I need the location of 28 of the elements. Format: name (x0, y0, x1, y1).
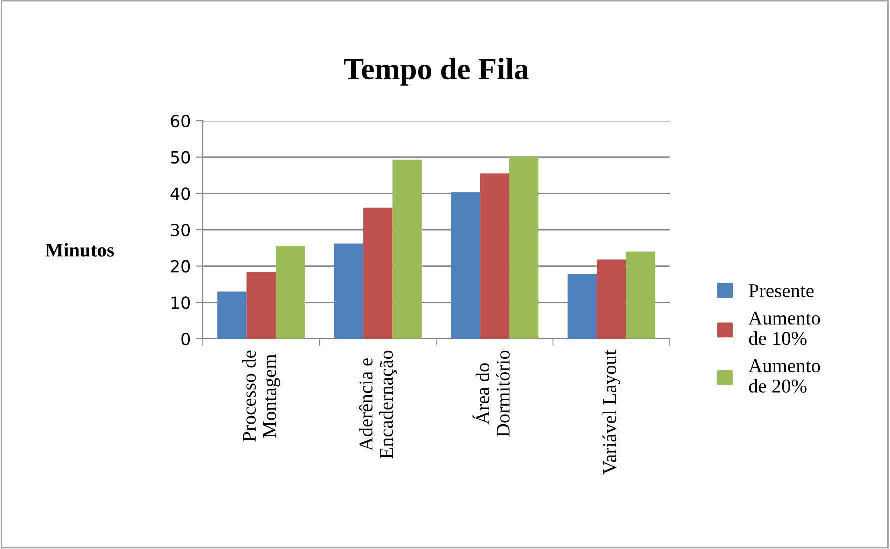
legend-label: Aumento de 20% (748, 360, 820, 393)
x-tick-label: Área do Dormitório (472, 350, 510, 438)
bar (568, 274, 598, 339)
y-tick-label: 60 (171, 114, 190, 128)
y-tick-label: 50 (171, 151, 190, 164)
bar (451, 192, 480, 339)
y-tick-label: 40 (170, 188, 190, 200)
x-tick-label: Variável Layout (602, 350, 620, 475)
bar (480, 174, 510, 339)
bar (392, 160, 422, 339)
bar (509, 156, 539, 339)
chart-title: Tempo de Fila (344, 58, 529, 86)
x-tick-label: Aderência e Encadernação (359, 350, 398, 459)
bar (246, 272, 276, 339)
y-tick-label: 20 (171, 260, 190, 273)
y-axis-title: Minutos (46, 243, 114, 257)
y-tick-label: 0 (182, 332, 190, 346)
legend-label: Presente (749, 284, 814, 298)
bar (218, 292, 247, 339)
bar (334, 244, 364, 339)
bar (626, 252, 656, 339)
y-tick-label: 30 (171, 224, 190, 237)
y-tick-label: 10 (172, 296, 190, 310)
bar (364, 208, 393, 339)
bar (276, 246, 306, 339)
bar (597, 260, 626, 339)
legend-label: Aumento de 10% (748, 312, 820, 346)
x-tick-label: Processo de Montagem (242, 350, 280, 442)
